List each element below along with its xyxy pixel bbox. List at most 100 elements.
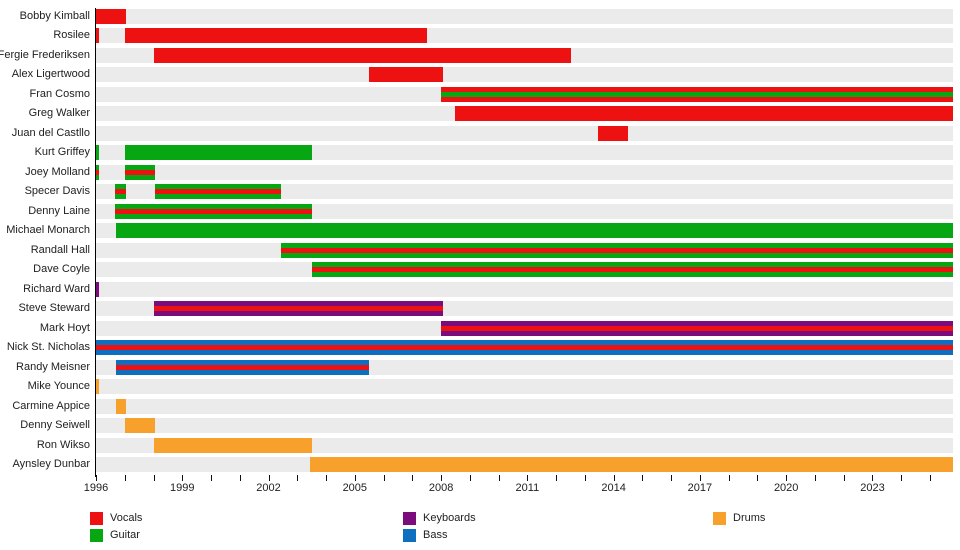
secondary-role-stripe: [96, 169, 99, 175]
timeline-bar: [597, 125, 629, 141]
secondary-role-stripe: [124, 169, 155, 175]
drums-color-swatch: [713, 512, 726, 525]
x-axis-year-label: 2020: [773, 482, 799, 494]
member-label: Fran Cosmo: [29, 87, 90, 100]
legend-label: Guitar: [110, 529, 140, 541]
row-band: [96, 418, 953, 434]
x-axis-tick: [469, 475, 471, 481]
timeline-bar: [124, 145, 312, 161]
secondary-role-stripe: [311, 267, 953, 273]
timeline-bar: [124, 418, 155, 434]
keyboards-color-swatch: [403, 512, 416, 525]
member-label: Greg Walker: [28, 107, 90, 120]
x-axis-year-label: 2008: [428, 482, 454, 494]
member-label: Dave Coyle: [33, 263, 90, 276]
x-axis-tick: [556, 475, 558, 481]
x-axis-tick: [211, 475, 213, 481]
x-axis-tick: [268, 475, 270, 481]
guitar-color-swatch: [90, 529, 103, 542]
x-axis-tick: [872, 475, 874, 481]
timeline-bar: [124, 28, 427, 44]
timeline-bar: [153, 47, 571, 63]
timeline-bar: [281, 242, 953, 258]
x-axis-tick: [757, 475, 759, 481]
timeline-bar: [441, 320, 953, 336]
x-axis-tick: [383, 475, 385, 481]
x-axis-tick: [671, 475, 673, 481]
x-axis-tick: [929, 475, 931, 481]
member-label: Aynsley Dunbar: [12, 458, 90, 471]
vocals-color-swatch: [90, 512, 103, 525]
timeline-bar: [96, 28, 99, 44]
x-axis-year-label: 1999: [170, 482, 195, 494]
row-band: [96, 67, 953, 83]
x-axis-tick: [814, 475, 816, 481]
row-band: [96, 184, 953, 200]
timeline-bar: [311, 262, 953, 278]
secondary-role-stripe: [116, 364, 370, 370]
x-axis-year-label: 2002: [256, 482, 281, 494]
member-label: Carmine Appice: [12, 399, 90, 412]
timeline-bar: [96, 164, 99, 180]
member-label: Richard Ward: [23, 282, 90, 295]
timeline-bar: [154, 184, 282, 200]
secondary-role-stripe: [441, 91, 953, 97]
row-band: [96, 9, 953, 24]
timeline-bar: [116, 359, 370, 375]
secondary-role-stripe: [154, 189, 282, 195]
member-label: Nick St. Nicholas: [6, 341, 90, 354]
x-axis-tick: [412, 475, 414, 481]
row-band: [96, 398, 953, 414]
timeline-bar: [153, 301, 443, 317]
secondary-role-stripe: [281, 247, 953, 253]
legend-label: Keyboards: [423, 512, 476, 524]
x-axis-tick: [441, 475, 443, 481]
row-band: [96, 164, 953, 180]
x-axis-tick: [96, 475, 97, 481]
timeline-bar: [96, 379, 99, 395]
timeline-bar: [96, 281, 99, 297]
timeline-bar: [96, 340, 953, 356]
row-band: [96, 379, 953, 395]
y-axis-line: [94, 8, 96, 477]
timeline-bar: [116, 223, 953, 239]
timeline-bar: [153, 437, 312, 453]
secondary-role-stripe: [114, 189, 127, 195]
x-axis-tick: [498, 475, 500, 481]
timeline-bar: [310, 457, 953, 473]
x-axis-tick: [843, 475, 845, 481]
x-axis-tick: [297, 475, 299, 481]
x-axis-tick: [326, 475, 328, 481]
timeline-bar: [96, 9, 127, 24]
timeline-bar: [124, 164, 155, 180]
member-label: Bobby Kimball: [19, 10, 90, 22]
member-label: Denny Seiwell: [20, 419, 90, 432]
x-axis-year-label: 2014: [601, 482, 626, 494]
x-axis-tick: [613, 475, 615, 481]
secondary-role-stripe: [441, 325, 953, 331]
x-axis-tick: [182, 475, 184, 481]
secondary-role-stripe: [153, 306, 443, 312]
member-label: Joey Molland: [25, 165, 90, 178]
timeline-bar: [455, 106, 953, 122]
timeline-bar: [441, 86, 953, 102]
x-axis-year-label: 2017: [687, 482, 713, 494]
secondary-role-stripe: [96, 345, 953, 351]
timeline-bar: [96, 145, 99, 161]
member-label: Ron Wikso: [36, 438, 90, 451]
member-label: Steve Steward: [18, 302, 90, 315]
legend-label: Drums: [733, 512, 766, 524]
x-axis-tick: [642, 475, 644, 481]
x-axis-tick: [124, 475, 126, 481]
timeline-bar: [114, 184, 127, 200]
member-label: Michael Monarch: [6, 224, 90, 237]
timeline-bar: [116, 398, 127, 414]
x-axis-year-label: 2023: [860, 482, 885, 494]
legend-label: Vocals: [110, 512, 143, 524]
x-axis-tick: [786, 475, 788, 481]
row-band: [96, 281, 953, 297]
x-axis-tick: [584, 475, 586, 481]
x-axis-tick: [153, 475, 155, 481]
x-axis-tick: [699, 475, 701, 481]
member-label: Mark Hoyt: [39, 321, 90, 334]
